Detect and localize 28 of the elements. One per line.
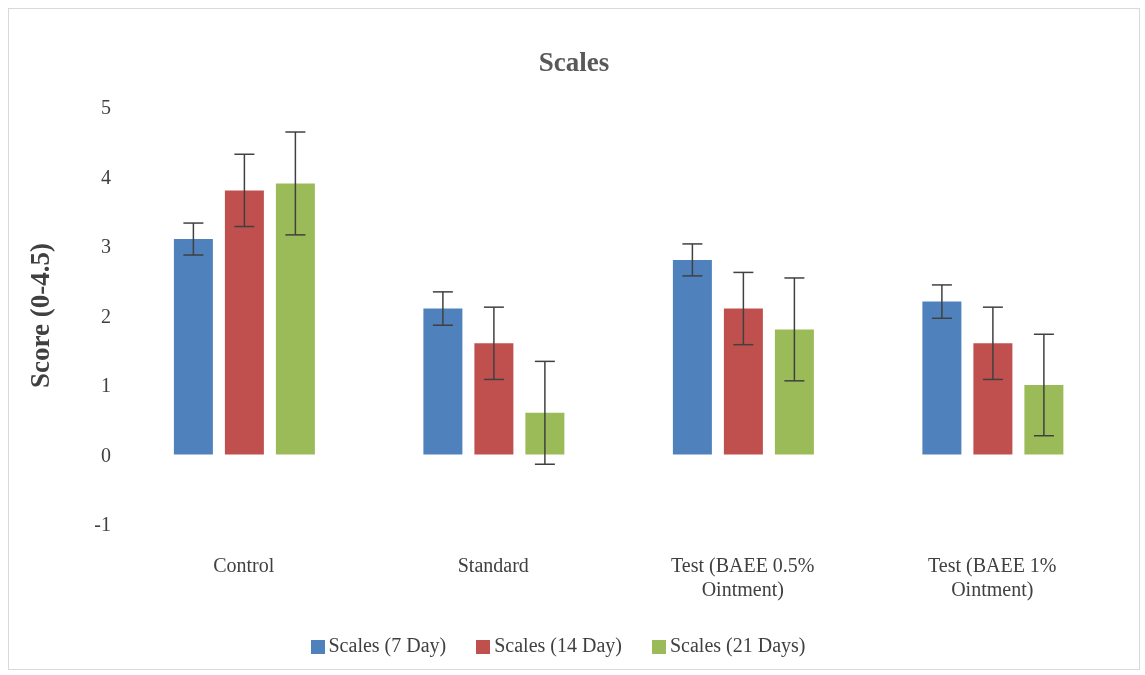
y-tick-label: -1 [94, 513, 111, 536]
y-tick-label: 0 [101, 443, 111, 466]
y-tick-label: 3 [101, 235, 111, 258]
bar [474, 343, 514, 455]
legend-label: Scales (21 Days) [669, 634, 806, 656]
bar [973, 343, 1013, 455]
legend-label: Scales (14 Day) [494, 634, 622, 656]
y-tick-label: 1 [101, 374, 111, 397]
y-tick-label: 5 [101, 96, 111, 119]
bar [224, 190, 264, 455]
x-tick-label: Control [213, 554, 275, 576]
bar [723, 308, 763, 455]
y-tick-label: 4 [101, 165, 111, 188]
bar [423, 308, 463, 455]
x-tick-label: Test (BAEE 1% Ointment) [927, 554, 1057, 601]
y-axis-title: Score (0-4.5) [24, 243, 55, 388]
x-tick-label: Standard [457, 554, 529, 576]
bar [525, 412, 565, 455]
bar [173, 239, 213, 455]
chart-title: Scales [537, 46, 611, 79]
legend-label: Scales (7 Day) [328, 634, 447, 656]
bar [774, 329, 814, 455]
bar [1024, 385, 1064, 455]
x-tick-label: Test (BAEE 0.5% Ointment) [670, 554, 815, 601]
bar [672, 259, 712, 455]
y-tick-label: 2 [101, 304, 111, 327]
bar [922, 301, 962, 455]
bar [275, 183, 315, 455]
